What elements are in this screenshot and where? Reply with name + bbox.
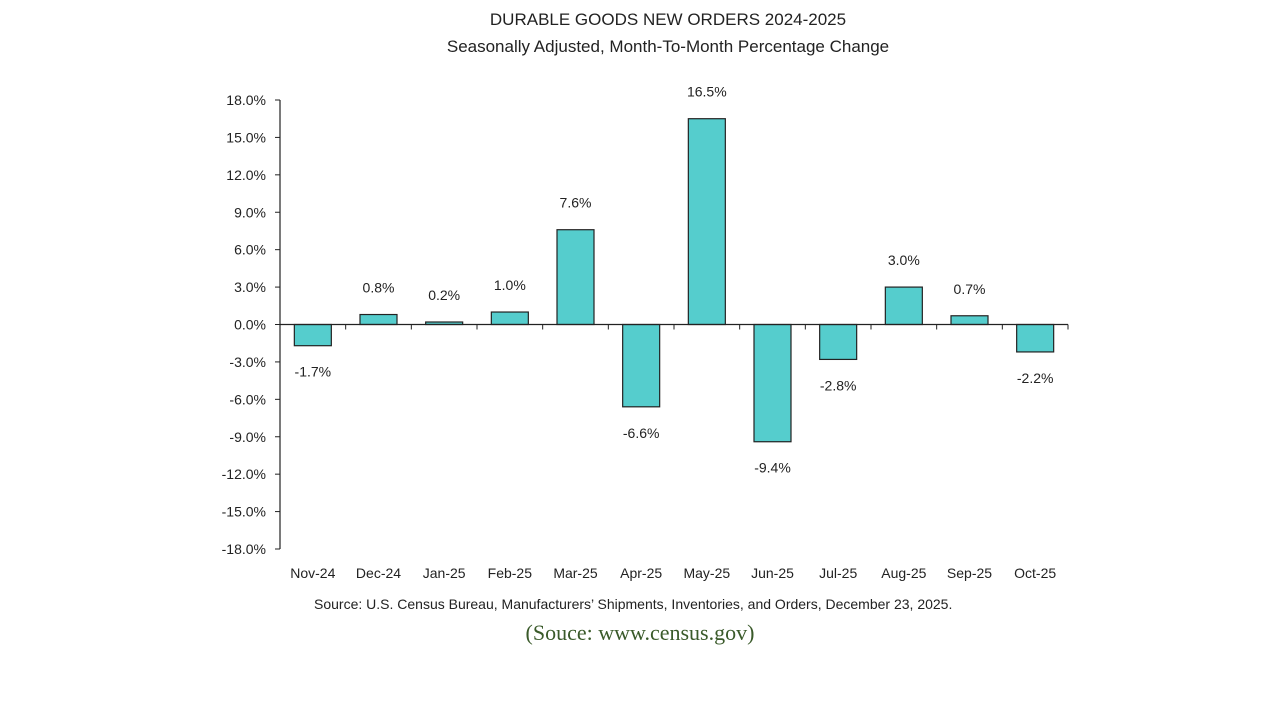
x-tick-label: Feb-25	[488, 565, 533, 581]
chart-subtitle: Seasonally Adjusted, Month-To-Month Perc…	[446, 37, 890, 56]
data-label: 7.6%	[560, 195, 592, 211]
y-tick-label: 15.0%	[226, 129, 266, 145]
y-tick-label: -3.0%	[229, 354, 266, 370]
y-tick-label: 6.0%	[234, 242, 266, 258]
bar	[359, 313, 398, 326]
y-tick-label: -12.0%	[222, 466, 266, 482]
x-tick-label: Jan-25	[423, 565, 466, 581]
data-label: 0.7%	[954, 281, 986, 297]
x-tick-label: Apr-25	[620, 565, 662, 581]
bar	[622, 323, 661, 408]
x-tick-label: May-25	[683, 565, 730, 581]
data-label: -2.8%	[820, 377, 857, 393]
data-label: 0.8%	[363, 280, 395, 296]
data-label: -1.7%	[295, 364, 332, 380]
chart-title: DURABLE GOODS NEW ORDERS 2024-2025	[489, 10, 847, 29]
bar	[687, 118, 726, 326]
bar	[819, 323, 858, 361]
bar	[490, 311, 529, 326]
bar	[884, 286, 923, 326]
x-tick-label: Dec-24	[356, 565, 401, 581]
y-tick-label: 12.0%	[226, 167, 266, 183]
y-tick-label: -6.0%	[229, 391, 266, 407]
x-tick-label: Aug-25	[881, 565, 926, 581]
data-label: -9.4%	[754, 460, 791, 476]
x-tick-label: Mar-25	[553, 565, 598, 581]
x-tick-label: Jun-25	[751, 565, 794, 581]
y-tick-label: -9.0%	[229, 429, 266, 445]
y-tick-label: 0.0%	[234, 317, 266, 333]
y-tick-label: -15.0%	[222, 504, 266, 520]
y-tick-label: 9.0%	[234, 204, 266, 220]
bar	[556, 229, 595, 326]
bar	[753, 323, 792, 443]
source-note: Source: U.S. Census Bureau, Manufacturer…	[314, 596, 953, 612]
bar	[1016, 323, 1055, 353]
x-tick-label: Sep-25	[947, 565, 992, 581]
x-tick-label: Oct-25	[1014, 565, 1056, 581]
data-label: 1.0%	[494, 277, 526, 293]
caption: (Souce: www.census.gov)	[525, 620, 755, 645]
y-tick-label: 3.0%	[234, 279, 266, 295]
data-label: 3.0%	[888, 252, 920, 268]
data-label: -6.6%	[623, 425, 660, 441]
bar	[950, 315, 989, 326]
data-label: -2.2%	[1017, 370, 1054, 386]
y-tick-label: 18.0%	[226, 92, 266, 108]
y-tick-label: -18.0%	[222, 541, 266, 557]
x-tick-label: Jul-25	[819, 565, 857, 581]
data-label: 16.5%	[687, 84, 727, 100]
data-label: 0.2%	[428, 287, 460, 303]
x-tick-label: Nov-24	[290, 565, 335, 581]
bar	[293, 323, 332, 347]
